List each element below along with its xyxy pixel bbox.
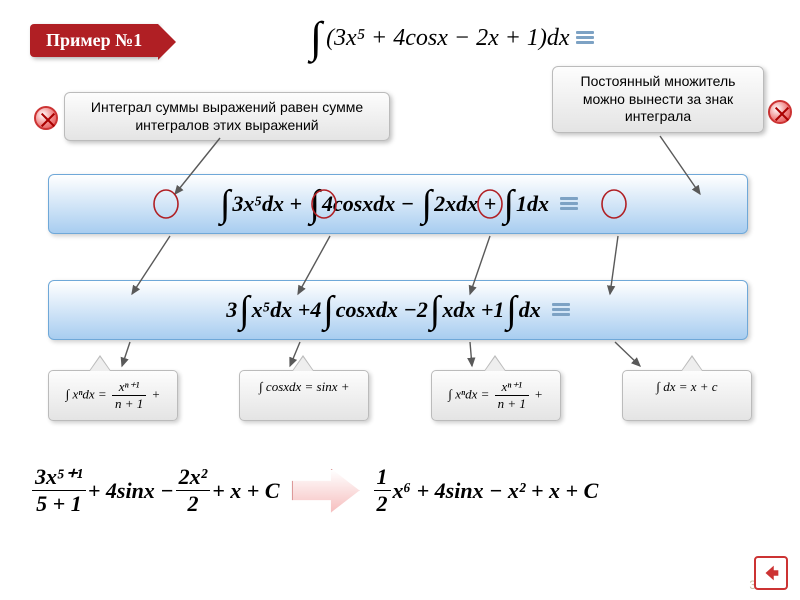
rule-boxes-row: ∫ xⁿdx = xⁿ⁺¹n + 1 + ∫ cosxdx = sinx + ∫… [48,370,752,421]
result-row: 3x⁵⁺¹5 + 1 + 4sinx − 2x²2 + x + C 12 x⁶ … [30,464,776,517]
example-title: Пример №1 [30,24,158,57]
step-2-factored: 3∫x⁵dx + 4∫cosxdx − 2∫xdx + 1∫dx [48,280,748,340]
main-integral-body: (3x⁵ + 4cosx − 2x + 1)dx [326,25,570,52]
equals-icon [560,197,578,211]
rule-power: ∫ xⁿdx = xⁿ⁺¹n + 1 + [48,370,178,421]
rule-power-2: ∫ xⁿdx = xⁿ⁺¹n + 1 + [431,370,561,421]
rule-dx: ∫ dx = x + c [622,370,752,421]
main-integral: ∫ (3x⁵ + 4cosx − 2x + 1)dx [310,16,594,60]
result-unsimplified: 3x⁵⁺¹5 + 1 + 4sinx − 2x²2 + x + C [30,464,280,517]
equals-icon [576,31,594,45]
equals-icon [552,303,570,317]
hint-const-rule: Постоянный множитель можно вынести за зн… [552,66,764,133]
result-simplified: 12 x⁶ + 4sinx − x² + x + C [372,464,599,517]
arrow-right-icon [292,469,360,513]
close-icon[interactable] [34,106,58,130]
rule-cos: ∫ cosxdx = sinx + [239,370,369,421]
hint-sum-rule: Интеграл суммы выражений равен сумме инт… [64,92,390,141]
back-button[interactable] [754,556,788,590]
integral-icon: ∫ [310,16,322,60]
back-arrow-icon [760,562,782,584]
step-1-expansion: ∫3x⁵dx + ∫4cosxdx − ∫2xdx + ∫1dx [48,174,748,234]
close-icon[interactable] [768,100,792,124]
